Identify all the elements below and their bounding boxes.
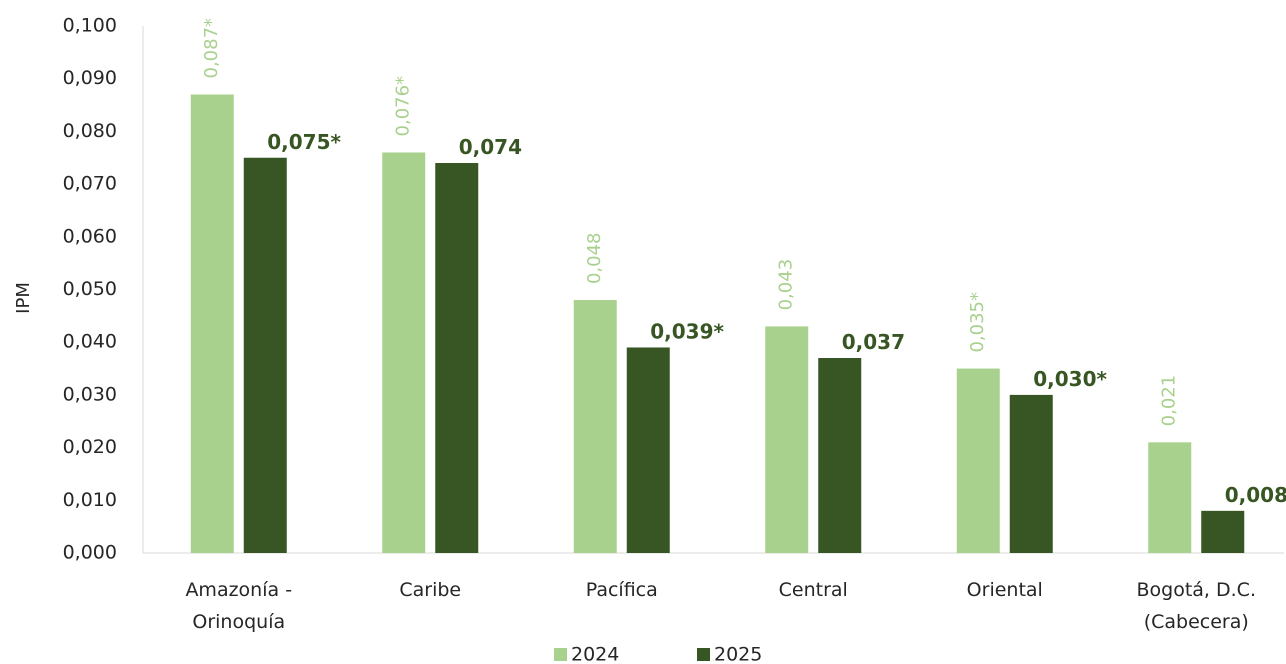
y-tick-label: 0,000 [63,542,117,564]
category-label-line: Orinoquía [192,611,285,633]
y-axis-label: IPM [13,282,34,314]
y-tick-label: 0,100 [63,15,117,37]
bar-2025 [626,347,670,553]
y-tick-label: 0,040 [63,331,117,353]
data-label-2024: 0,043 [776,259,797,311]
y-tick-label: 0,030 [63,383,117,405]
category-label-line: Central [779,579,848,601]
y-tick-label: 0,060 [63,225,117,247]
legend-swatch-2024 [554,648,567,661]
y-tick-label: 0,080 [63,120,117,142]
data-label-2025: 0,075* [267,130,341,154]
bar-2025 [1201,510,1245,553]
legend-label-2025: 2025 [714,644,762,664]
category-label-line: (Cabecera) [1144,611,1249,633]
bar-2024 [573,300,617,553]
data-label-2024: 0,087* [201,18,222,79]
y-tick-label: 0,050 [63,278,117,300]
bar-2025 [243,157,287,553]
category-label-line: Bogotá, D.C. [1137,579,1257,601]
bar-2024 [765,326,809,553]
y-tick-label: 0,010 [63,489,117,511]
bar-2025 [818,358,862,553]
data-label-2024: 0,076* [393,76,414,137]
category-label: Central [779,579,848,601]
bar-2024 [190,94,234,553]
bar-2025 [435,163,479,553]
data-label-2025: 0,074 [459,135,522,159]
category-label: Amazonía - Orinoquía [185,579,292,633]
category-label: Bogotá, D.C. (Cabecera) [1137,579,1257,633]
legend: 2024 2025 [554,644,762,664]
category-label-line: Oriental [967,579,1043,601]
data-label-2025: 0,039* [650,319,724,343]
y-tick-label: 0,020 [63,436,117,458]
legend-label-2024: 2024 [571,644,619,664]
data-labels: 0,087* 0,075* 0,076* 0,074 0,048 0,039* 0,043 0… [201,18,1286,507]
category-label: Oriental [967,579,1043,601]
data-label-2024: 0,021 [1159,375,1180,427]
data-label-2024: 0,035* [967,292,988,353]
data-label-2025: 0,030* [1033,367,1107,391]
data-label-2025: 0,008*ª [1225,483,1286,507]
category-label: Pacífica [586,579,658,601]
y-tick-label: 0,070 [63,173,117,195]
bar-2024 [382,152,426,554]
axes: 0,000 0,010 0,020 0,030 0,040 0,050 0,060 0,070… [63,15,1284,633]
category-label-line: Amazonía - [185,579,292,601]
data-label-2024: 0,048 [584,233,605,285]
data-label-2025: 0,037 [842,330,905,354]
bar-2025 [1009,394,1053,553]
legend-swatch-2025 [697,648,710,661]
bar-2024 [1148,442,1192,553]
bars [190,94,1245,554]
category-label-line: Pacífica [586,579,658,601]
y-tick-label: 0,090 [63,67,117,89]
category-label: Caribe [399,579,461,601]
category-label-line: Caribe [399,579,461,601]
bar-2024 [956,368,1000,553]
